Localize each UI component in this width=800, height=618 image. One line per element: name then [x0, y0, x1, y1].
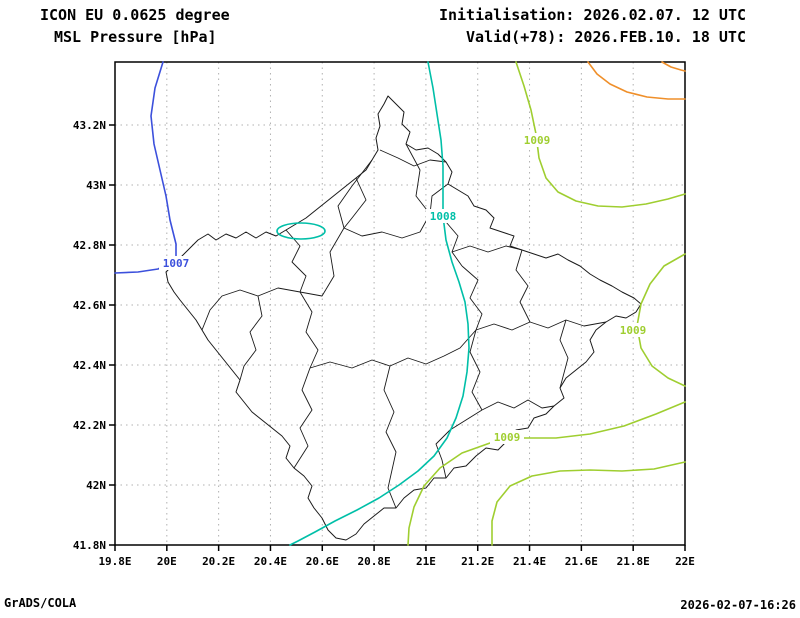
x-tick-label: 21.2E [461, 555, 494, 568]
municipal-border [435, 409, 483, 479]
y-tick-label: 41.8N [73, 539, 106, 552]
field-title: MSL Pressure [hPa] [54, 28, 217, 46]
x-tick-label: 20.2E [202, 555, 235, 568]
kosovo-outline [165, 95, 642, 541]
y-tick-label: 43.2N [73, 119, 106, 132]
contour-1009 [491, 461, 686, 546]
contour-label: 1007 [163, 257, 190, 270]
x-tick-label: 21E [416, 555, 436, 568]
valid-time: Valid(+78): 2026.FEB.10. 18 UTC [466, 28, 746, 46]
contour-1009 [515, 61, 686, 208]
grads-credit: GrADS/COLA [4, 596, 77, 610]
contour-label-mask [616, 323, 650, 337]
contour-1010 [661, 61, 686, 72]
municipal-border [515, 249, 531, 323]
municipal-border [309, 329, 477, 369]
x-tick-label: 20.8E [358, 555, 391, 568]
x-tick-label: 21.6E [565, 555, 598, 568]
municipal-border [461, 265, 483, 331]
municipal-border [343, 213, 431, 239]
model-title: ICON EU 0.0625 degree [40, 6, 230, 24]
municipal-border [481, 399, 555, 411]
contour-1008 [289, 61, 470, 546]
y-tick-label: 42.4N [73, 359, 106, 372]
y-tick-label: 42.8N [73, 239, 106, 252]
x-tick-label: 21.4E [513, 555, 546, 568]
plot-frame [114, 61, 686, 546]
contour-label: 1009 [620, 324, 647, 337]
municipal-border [299, 291, 319, 369]
contour-1007 [114, 61, 177, 274]
x-tick-label: 20E [157, 555, 177, 568]
contour-label: 1009 [524, 134, 551, 147]
municipal-border [475, 319, 607, 331]
contour-1010 [587, 61, 686, 100]
contour-label: 1008 [430, 210, 457, 223]
contour-label-mask [490, 430, 524, 444]
contour-label-mask [426, 209, 460, 223]
municipal-border [285, 229, 307, 293]
initialisation-time: Initialisation: 2026.02.07. 12 UTC [438, 6, 746, 24]
municipal-border [559, 319, 569, 389]
x-tick-label: 22E [675, 555, 695, 568]
municipal-border [337, 159, 373, 229]
municipal-border [383, 365, 397, 509]
municipal-border [379, 149, 447, 167]
y-tick-label: 42N [86, 479, 106, 492]
municipal-border [405, 143, 431, 215]
municipal-border [299, 227, 345, 297]
creation-timestamp: 2026-02-07-16:26 [680, 598, 796, 612]
y-tick-label: 43N [86, 179, 106, 192]
contour-label: 1009 [494, 431, 521, 444]
x-tick-label: 19.8E [98, 555, 131, 568]
municipal-border [293, 367, 313, 469]
contour-label-mask [520, 133, 554, 147]
x-tick-label: 20.4E [254, 555, 287, 568]
municipal-border [469, 329, 483, 411]
contour-label-mask [159, 256, 193, 270]
x-tick-label: 20.6E [306, 555, 339, 568]
municipal-border [343, 177, 367, 229]
y-tick-label: 42.6N [73, 299, 106, 312]
contour-1008 [276, 222, 326, 240]
municipal-border [451, 245, 523, 253]
x-tick-label: 21.8E [617, 555, 650, 568]
y-tick-label: 42.2N [73, 419, 106, 432]
municipal-border [239, 295, 263, 381]
contour-1009 [636, 253, 686, 387]
municipal-border [201, 287, 301, 331]
